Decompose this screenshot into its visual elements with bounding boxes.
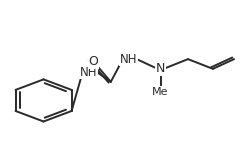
Text: NH: NH	[120, 53, 137, 66]
Text: N: N	[156, 62, 165, 75]
Text: O: O	[88, 55, 98, 68]
Text: NH: NH	[80, 66, 97, 79]
Text: Me: Me	[152, 87, 169, 97]
